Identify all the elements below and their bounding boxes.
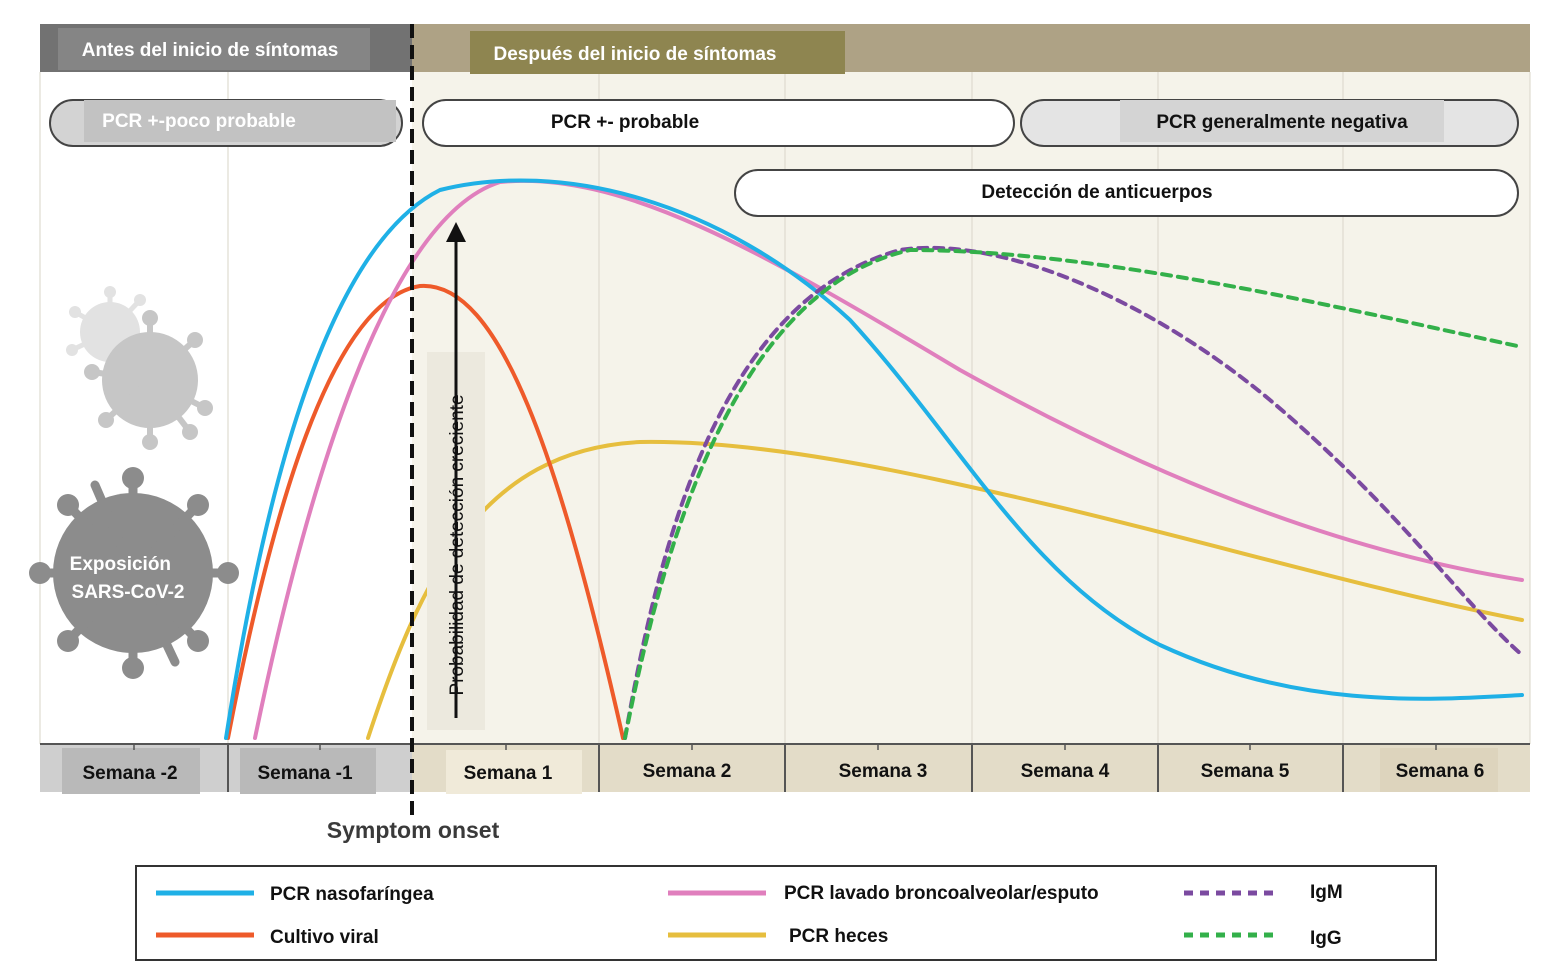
virus-icon-medium bbox=[84, 310, 213, 450]
curve-pcr-nasofaringea bbox=[224, 178, 1524, 740]
week-label: Semana 4 bbox=[1021, 761, 1110, 782]
pcr-unlikely-label-bg bbox=[84, 100, 396, 142]
week-label-bg bbox=[446, 750, 582, 794]
legend-label-cultivo-viral: Cultivo viral bbox=[270, 927, 379, 948]
week-separators bbox=[227, 744, 1344, 792]
pcr-negative-label-bg bbox=[1120, 100, 1444, 142]
after-symptoms-label-bg bbox=[470, 31, 845, 74]
legend-labels: PCR nasofaríngea Cultivo viral PCR lavad… bbox=[270, 882, 1343, 949]
week-label-bg bbox=[240, 748, 376, 794]
after-symptoms-label: Después del inicio de síntomas bbox=[494, 44, 777, 65]
legend-label-pcr-nasofaringea: PCR nasofaríngea bbox=[270, 884, 434, 905]
legend-swatches bbox=[156, 890, 1280, 938]
week-label-bg bbox=[1380, 748, 1498, 792]
before-symptoms-label-bg bbox=[58, 28, 370, 70]
antibody-detection-band bbox=[734, 169, 1519, 217]
curve-cultivo-viral bbox=[226, 283, 625, 740]
detection-arrow-label: Probabilidad de detección creciente bbox=[447, 394, 468, 695]
virus-icon-light bbox=[66, 286, 146, 362]
legend-label-igm: IgM bbox=[1310, 882, 1343, 903]
week-label: Semana -2 bbox=[82, 763, 177, 784]
week-label: Semana 5 bbox=[1201, 761, 1290, 782]
week-label: Semana 6 bbox=[1396, 761, 1485, 782]
exposure-label-line2: SARS-CoV-2 bbox=[72, 582, 185, 603]
week-label: Semana 1 bbox=[464, 763, 553, 784]
legend-label-igg: IgG bbox=[1310, 928, 1342, 949]
curve-igm bbox=[623, 245, 1524, 740]
legend-label-pcr-lavado: PCR lavado broncoalveolar/esputo bbox=[784, 883, 1099, 904]
week-label-bg bbox=[62, 748, 200, 794]
pcr-likely-band bbox=[422, 99, 1015, 147]
exposure-label: Exposición SARS-CoV-2 bbox=[70, 554, 185, 603]
week-label: Semana 3 bbox=[839, 761, 928, 782]
legend-label-pcr-heces: PCR heces bbox=[789, 926, 888, 947]
pcr-unlikely-label: PCR +-poco probable bbox=[102, 111, 296, 132]
legend-box bbox=[135, 865, 1437, 961]
pcr-likely-label: PCR +- probable bbox=[551, 112, 699, 133]
week-labels: Semana -2 Semana -1 Semana 1 Semana 2 Se… bbox=[82, 761, 1484, 784]
arrow-up-icon bbox=[446, 222, 466, 242]
curve-pcr-lavado bbox=[253, 178, 1524, 740]
antibody-detection-label: Detección de anticuerpos bbox=[981, 182, 1212, 203]
pcr-negative-label: PCR generalmente negativa bbox=[1156, 112, 1408, 133]
before-symptoms-label: Antes del inicio de síntomas bbox=[82, 40, 339, 61]
virus-icon-exposure bbox=[29, 467, 239, 679]
exposure-label-line1: Exposición bbox=[70, 554, 171, 575]
week-ticks bbox=[133, 744, 1437, 750]
symptom-onset-label: Symptom onset bbox=[327, 817, 500, 843]
week-label: Semana -1 bbox=[257, 763, 352, 784]
curve-igg bbox=[623, 247, 1524, 740]
week-label: Semana 2 bbox=[643, 761, 732, 782]
